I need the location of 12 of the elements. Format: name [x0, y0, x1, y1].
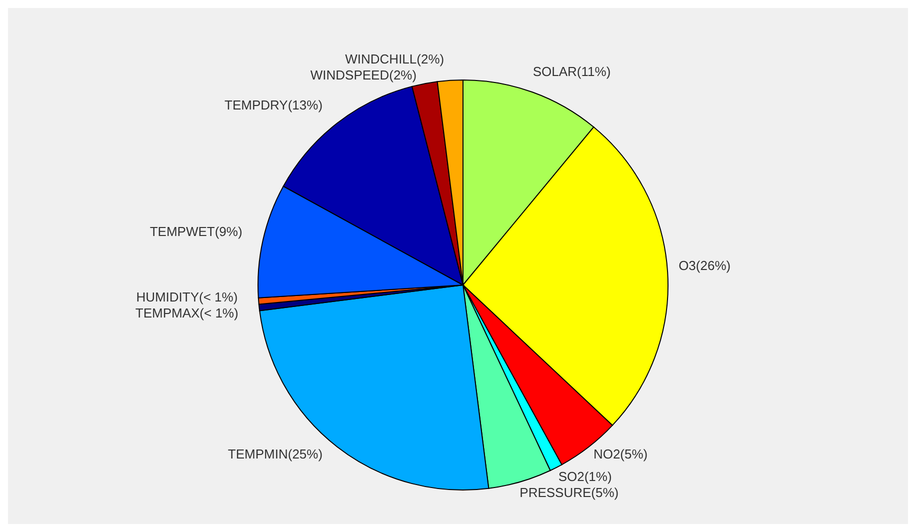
slice-label: HUMIDITY(< 1%) — [136, 289, 238, 304]
slice-label: NO2(5%) — [593, 446, 648, 462]
slice-label: TEMPWET(9%) — [150, 224, 242, 239]
slice-label: WINDCHILL(2%) — [345, 51, 444, 66]
slice-label: O3(26%) — [678, 258, 731, 274]
slice-label: TEMPDRY(13%) — [224, 97, 323, 112]
slice-label: TEMPMIN(25%) — [228, 446, 323, 462]
slice-label: SO2(1%) — [558, 468, 612, 484]
slice-label: TEMPMAX(< 1%) — [135, 305, 238, 320]
slice-label: SOLAR(11%) — [532, 64, 611, 80]
slice-label: WINDSPEED(2%) — [310, 67, 417, 82]
slice-label: PRESSURE(5%) — [520, 484, 619, 500]
